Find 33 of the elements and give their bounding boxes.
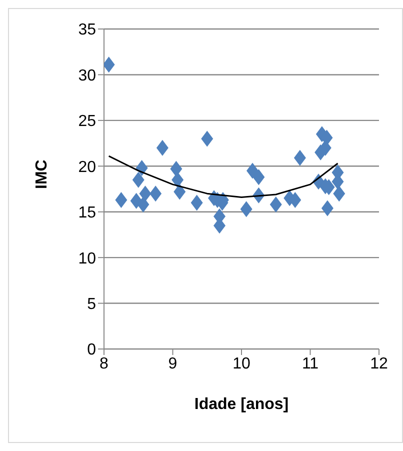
y-tick-label: 0: [87, 342, 96, 359]
point: [201, 130, 214, 147]
point: [172, 172, 184, 188]
point: [137, 196, 150, 213]
point: [170, 160, 182, 177]
y-tick-label: 30: [78, 67, 96, 84]
x-tick-label: 11: [302, 355, 319, 372]
y-tick-label: 15: [78, 204, 96, 222]
y-tick-label: 20: [78, 158, 96, 176]
x-tick-label: 9: [168, 355, 178, 372]
x-tick-label: 10: [232, 355, 250, 372]
x-axis-title: Idade [anos]: [194, 396, 289, 413]
point: [294, 150, 306, 166]
point: [270, 196, 282, 213]
y-tick-label: 35: [78, 22, 96, 39]
x-tick-label: 8: [100, 355, 109, 372]
point: [190, 194, 203, 211]
point: [240, 201, 252, 218]
point: [139, 186, 152, 202]
y-tick-label: 5: [87, 296, 96, 313]
point: [252, 169, 265, 186]
y-axis-title: IMC: [34, 159, 51, 189]
point: [156, 140, 168, 156]
y-tick-label: 25: [78, 113, 96, 130]
point: [150, 186, 162, 202]
point: [115, 192, 128, 208]
x-tick-label: 12: [370, 355, 388, 372]
point: [333, 186, 346, 202]
point: [321, 200, 334, 216]
y-tick-label: 10: [78, 250, 96, 268]
point: [174, 184, 186, 200]
point: [132, 172, 144, 188]
point: [246, 162, 258, 179]
